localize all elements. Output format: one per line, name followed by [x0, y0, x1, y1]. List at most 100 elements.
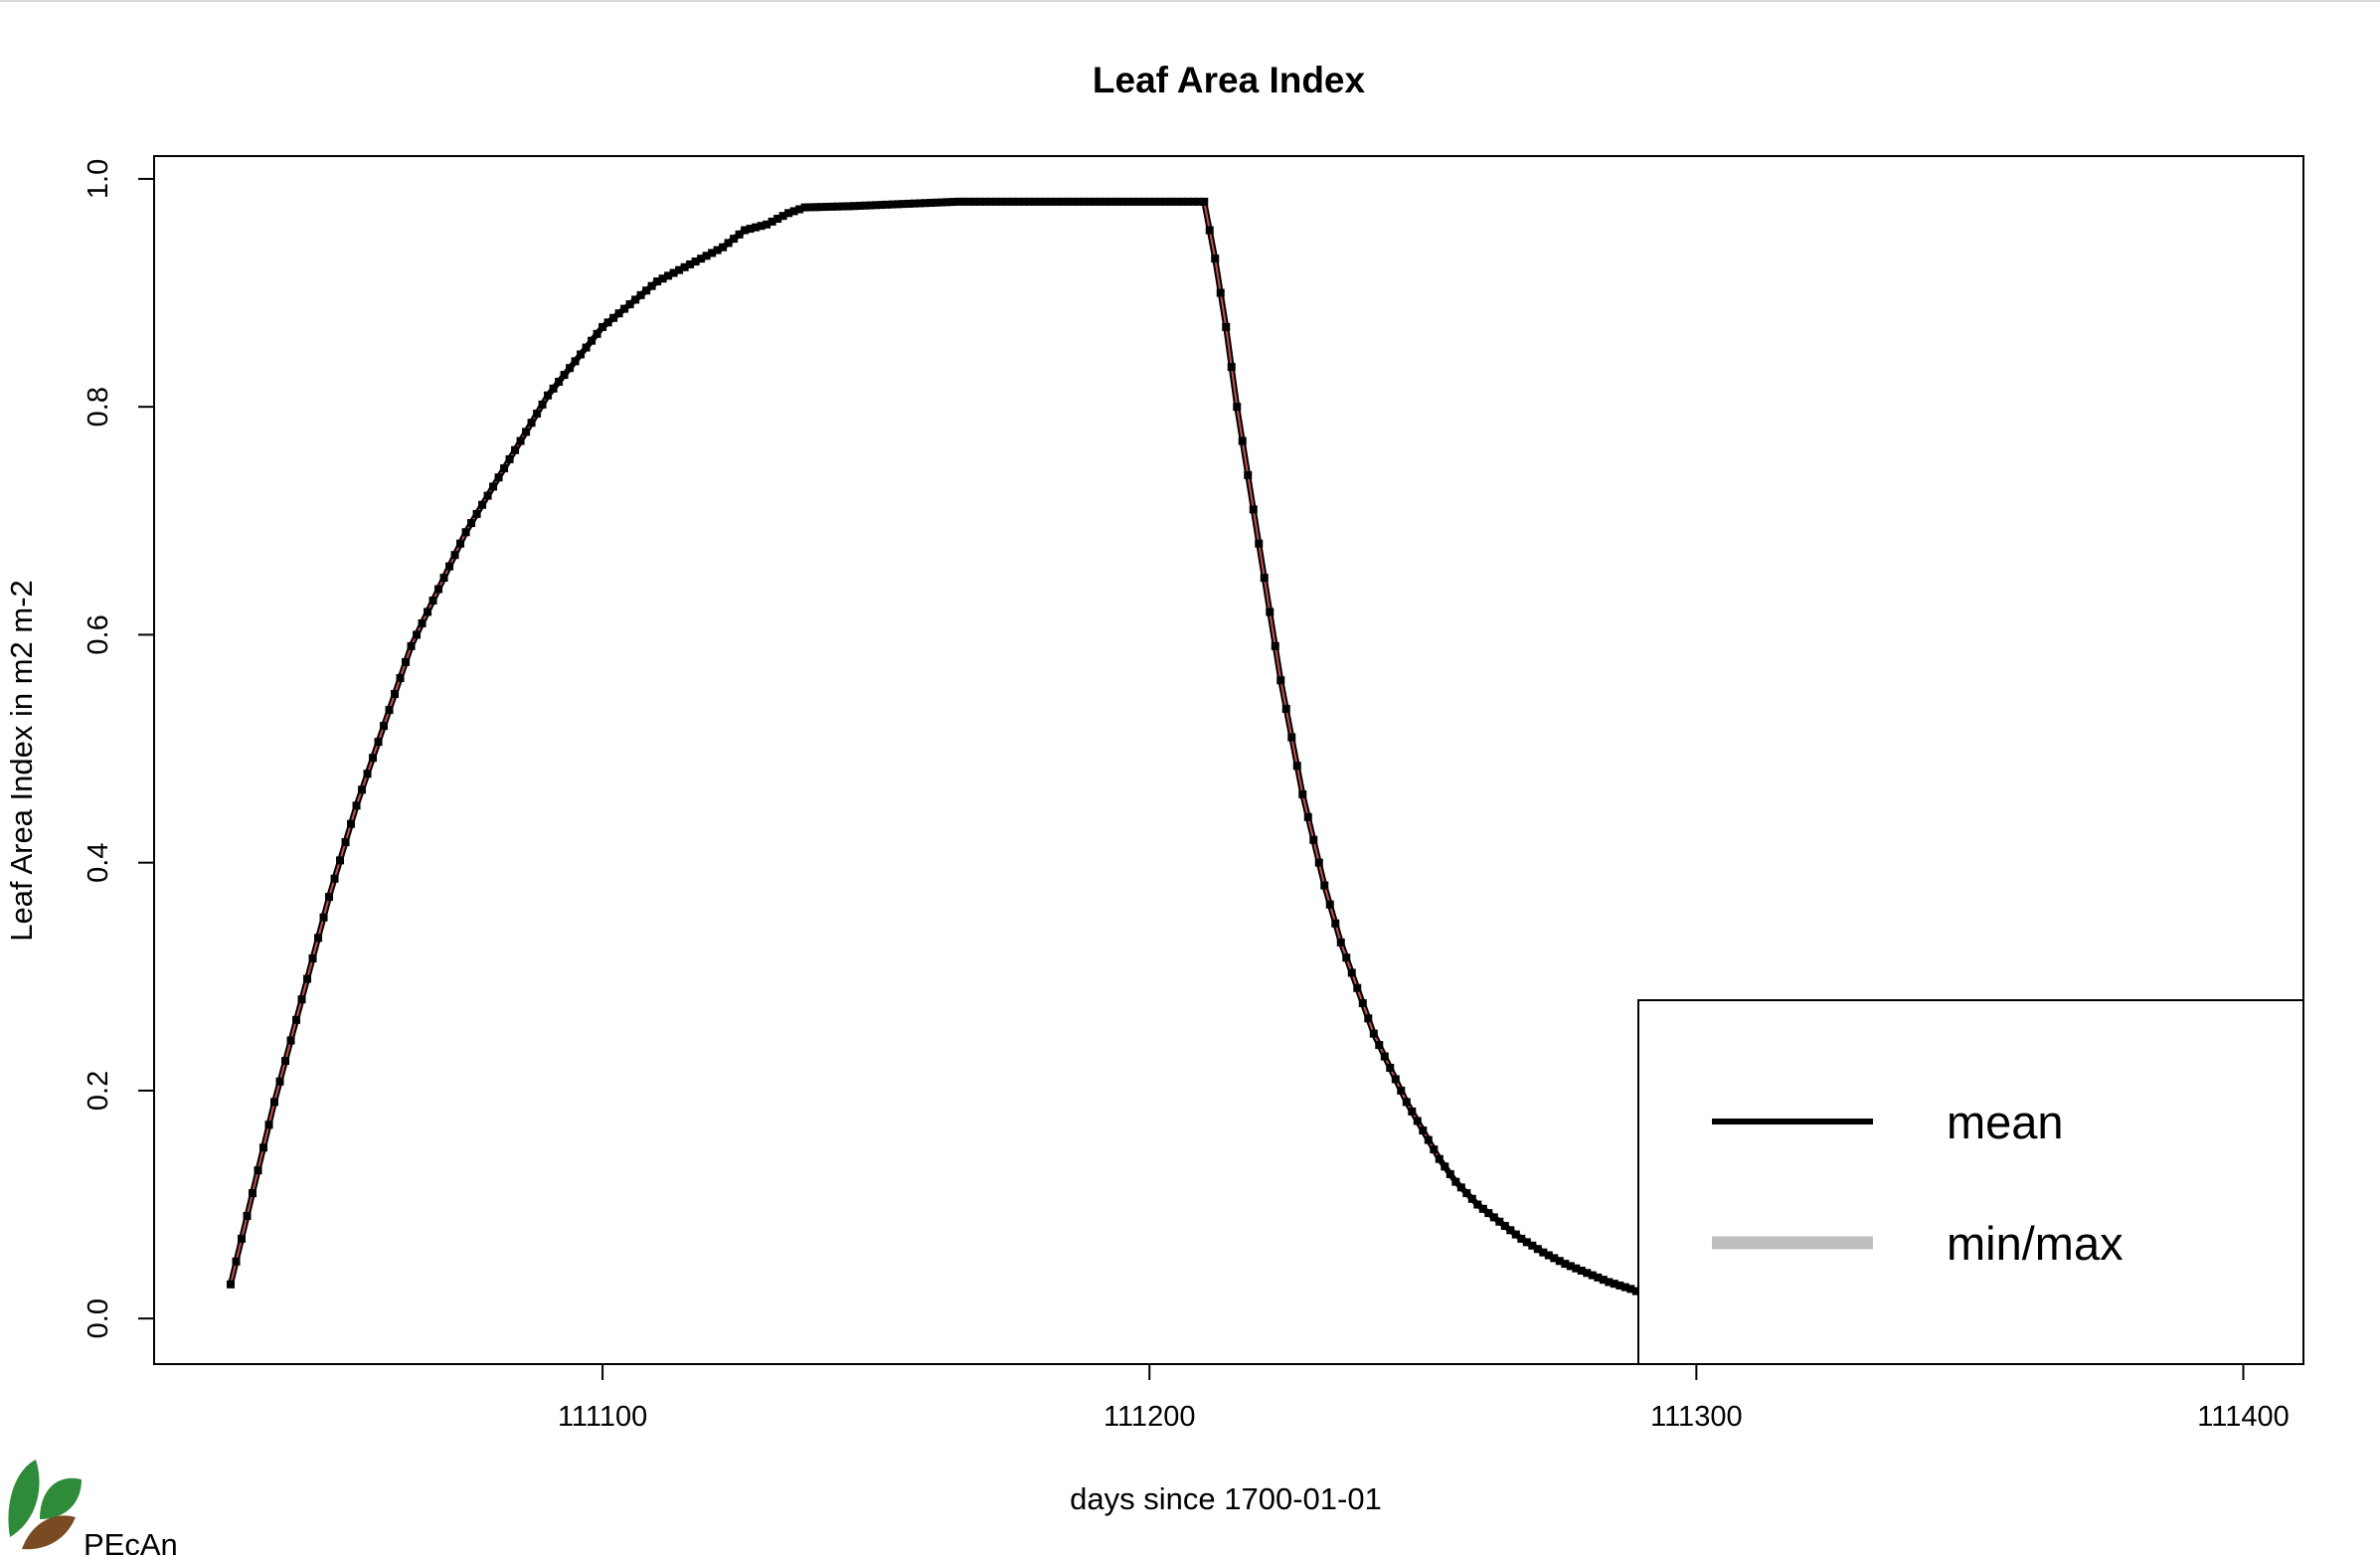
series-point-mean: [636, 290, 645, 299]
series-point-mean: [1555, 1257, 1564, 1266]
series-point-mean: [883, 200, 892, 209]
series-point-mean: [1522, 1238, 1531, 1247]
series-point-mean: [1594, 1273, 1603, 1282]
series-point-mean: [1435, 1154, 1444, 1163]
series-point-mean: [593, 329, 601, 338]
series-point-mean: [1128, 197, 1137, 206]
series-point-mean: [1610, 1280, 1618, 1289]
series-point-mean: [828, 202, 837, 211]
series-point-mean: [894, 200, 903, 209]
series-point-mean: [811, 203, 820, 212]
x-tick-label: 111300: [1650, 1401, 1742, 1433]
series-layer: [227, 197, 1643, 1296]
series-point-mean: [238, 1234, 247, 1243]
series-point-mean: [264, 1121, 273, 1129]
series-point-mean: [855, 201, 864, 210]
series-point-mean: [363, 770, 372, 778]
series-point-mean: [1605, 1278, 1614, 1287]
series-point-mean: [1211, 255, 1220, 263]
series-point-mean: [391, 690, 400, 699]
series-point-mean: [620, 304, 629, 313]
series-point-mean: [927, 198, 935, 207]
series-point-mean: [888, 200, 897, 209]
series-point-mean: [735, 230, 744, 239]
series-point-mean: [680, 262, 689, 271]
series-point-mean: [975, 197, 984, 206]
series-point-mean: [1255, 539, 1264, 548]
series-point-mean: [1096, 197, 1105, 206]
series-point-mean: [450, 551, 459, 560]
series-point-mean: [369, 754, 378, 763]
series-point-mean: [1539, 1248, 1548, 1257]
series-point-mean: [1528, 1241, 1537, 1250]
series-point-mean: [658, 274, 667, 283]
series-point-mean: [352, 801, 361, 810]
series-point-mean: [522, 428, 531, 436]
series-point-mean: [297, 995, 306, 1004]
series-point-mean: [1008, 197, 1017, 206]
series-point-mean: [1123, 197, 1132, 206]
series-point-mean: [1380, 1052, 1389, 1061]
series-point-mean: [1467, 1194, 1476, 1203]
series-point-mean: [227, 1280, 236, 1289]
series-point-mean: [1309, 835, 1318, 844]
plot-frame: [153, 155, 2304, 1365]
series-point-mean: [625, 300, 634, 309]
series-point-mean: [478, 500, 487, 509]
series-point-mean: [1408, 1107, 1417, 1116]
series-point-mean: [872, 201, 881, 210]
series-point-mean: [380, 722, 389, 731]
series-point-mean: [1320, 881, 1329, 890]
series-point-mean: [1391, 1075, 1400, 1084]
series-point-mean: [675, 265, 684, 274]
series-point-mean: [669, 268, 678, 277]
series-point-mean: [511, 445, 520, 454]
series-point-mean: [1325, 900, 1334, 909]
top-divider: [0, 0, 2380, 2]
series-point-mean: [1424, 1135, 1433, 1144]
series-point-mean: [1260, 574, 1269, 583]
series-point-mean: [1462, 1189, 1471, 1198]
series-point-mean: [866, 201, 875, 210]
series-point-mean: [1266, 607, 1275, 616]
series-point-mean: [953, 197, 962, 206]
series-point-mean: [555, 377, 564, 386]
series-point-mean: [1369, 1029, 1378, 1038]
series-point-mean: [489, 482, 498, 491]
series-point-mean: [992, 197, 1001, 206]
series-point-mean: [1047, 197, 1056, 206]
series-point-mean: [232, 1257, 241, 1266]
series-point-mean: [719, 243, 728, 252]
series-point-mean: [614, 309, 623, 318]
y-axis-title: Leaf Area Index in m2 m-2: [4, 580, 39, 942]
logo-text: PEcAn: [84, 1527, 178, 1555]
series-point-mean: [494, 473, 503, 482]
series-point-mean: [1134, 197, 1143, 206]
series-point-mean: [1074, 197, 1083, 206]
series-point-mean: [937, 198, 946, 207]
series-point-mean: [445, 562, 454, 571]
series-point-mean: [1276, 676, 1285, 685]
series-point-mean: [664, 271, 673, 280]
series-point-mean: [1205, 226, 1214, 235]
x-tick-label: 111100: [558, 1401, 647, 1433]
series-point-mean: [1003, 197, 1012, 206]
y-tick-label: 0.8: [83, 387, 114, 427]
series-point-mean: [833, 202, 842, 211]
series-point-mean: [861, 201, 870, 210]
series-point-mean: [686, 259, 695, 268]
series-point-mean: [582, 343, 591, 352]
series-point-mean: [1058, 197, 1067, 206]
series-point-mean: [697, 255, 706, 263]
series-point-mean: [1544, 1251, 1553, 1260]
series-point-mean: [713, 246, 722, 255]
pecan-logo: PEcAn: [8, 1460, 178, 1555]
series-point-mean: [746, 225, 755, 234]
series-point-mean: [806, 203, 815, 212]
series-point-mean: [1069, 197, 1078, 206]
series-point-mean: [730, 235, 739, 244]
series-point-mean: [603, 318, 612, 327]
series-point-mean: [942, 198, 951, 207]
series-point-mean: [1172, 197, 1181, 206]
